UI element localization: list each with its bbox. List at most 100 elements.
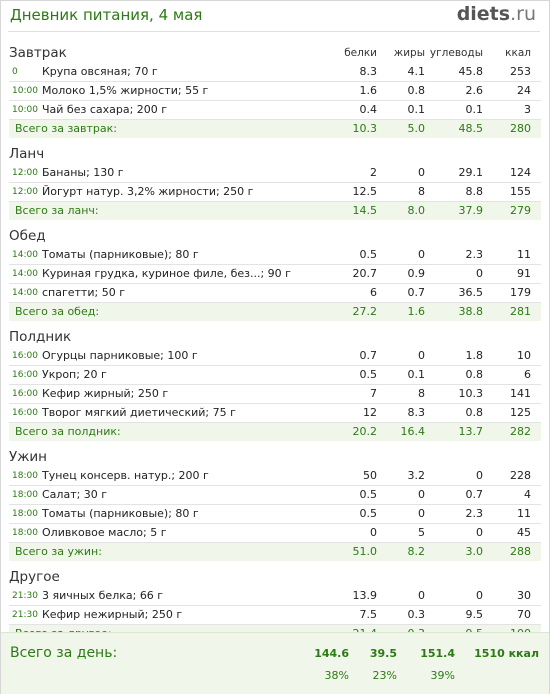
food-row[interactable]: 12:00 Бананы; 130 г 2 0 29.1 124 bbox=[9, 164, 541, 183]
carbs-value: 2.3 bbox=[425, 246, 483, 265]
food-name[interactable]: Оливковое масло; 5 г bbox=[42, 523, 331, 543]
food-row[interactable]: 14:00 Томаты (парниковые); 80 г 0.5 0 2.3 11 bbox=[9, 246, 541, 265]
fat-value: 3.2 bbox=[377, 467, 425, 486]
column-header-kcal bbox=[483, 447, 541, 467]
food-row[interactable]: 16:00 Огурцы парниковые; 100 г 0.7 0 1.8 10 bbox=[9, 347, 541, 366]
carbs-value: 2.6 bbox=[425, 81, 483, 101]
meal-total-fat: 16.4 bbox=[377, 422, 425, 441]
day-total-protein: 144.6 bbox=[314, 647, 349, 660]
food-row[interactable]: 18:00 Оливковое масло; 5 г 0 5 0 45 bbox=[9, 523, 541, 543]
food-name[interactable]: Йогурт натур. 3,2% жирности; 250 г bbox=[42, 182, 331, 202]
meal-total-kcal: 282 bbox=[483, 422, 541, 441]
kcal-value: 91 bbox=[483, 264, 541, 284]
column-header-protein bbox=[331, 144, 377, 164]
food-name[interactable]: Творог мягкий диетический; 75 г bbox=[42, 403, 331, 423]
food-name[interactable]: Тунец консерв. натур.; 200 г bbox=[42, 467, 331, 486]
entry-time: 18:00 bbox=[9, 523, 42, 543]
protein-value: 8.3 bbox=[331, 63, 377, 82]
food-name[interactable]: Чай без сахара; 200 г bbox=[42, 100, 331, 120]
meal-name: Ужин bbox=[9, 449, 47, 465]
kcal-value: 10 bbox=[483, 347, 541, 366]
food-name[interactable]: спагетти; 50 г bbox=[42, 283, 331, 303]
entry-time: 12:00 bbox=[9, 182, 42, 202]
food-name[interactable]: Куриная грудка, куриное филе, без...; 90… bbox=[42, 264, 331, 284]
food-name[interactable]: Кефир нежирный; 250 г bbox=[42, 605, 331, 625]
carbs-value: 36.5 bbox=[425, 283, 483, 303]
food-row[interactable]: 14:00 спагетти; 50 г 6 0.7 36.5 179 bbox=[9, 283, 541, 303]
food-name[interactable]: Крупа овсяная; 70 г bbox=[42, 63, 331, 82]
food-row[interactable]: 16:00 Творог мягкий диетический; 75 г 12 8.… bbox=[9, 403, 541, 423]
column-header-carbs bbox=[425, 567, 483, 587]
day-pct-carbs: 39% bbox=[430, 669, 455, 682]
meal-total-kcal: 281 bbox=[483, 302, 541, 321]
food-row[interactable]: 21:30 3 яичных белка; 66 г 13.9 0 0 30 bbox=[9, 587, 541, 606]
food-name[interactable]: Укроп; 20 г bbox=[42, 365, 331, 385]
meal-total-row: Всего за ужин: 51.0 8.2 3.0 288 bbox=[9, 542, 541, 561]
protein-value: 0.5 bbox=[331, 485, 377, 505]
food-row[interactable]: 14:00 Куриная грудка, куриное филе, без..… bbox=[9, 264, 541, 284]
food-row[interactable]: 0 Крупа овсяная; 70 г 8.3 4.1 45.8 253 bbox=[9, 63, 541, 82]
meal-total-kcal: 280 bbox=[483, 119, 541, 138]
column-header-fat: жиры bbox=[393, 47, 425, 59]
meal-total-row: Всего за завтрак: 10.3 5.0 48.5 280 bbox=[9, 119, 541, 138]
food-row[interactable]: 18:00 Тунец консерв. натур.; 200 г 50 3.2 0 2… bbox=[9, 467, 541, 486]
carbs-value: 0.1 bbox=[425, 100, 483, 120]
entry-time: 16:00 bbox=[9, 365, 42, 385]
meal-total-fat: 8.2 bbox=[377, 542, 425, 561]
food-name[interactable]: Бананы; 130 г bbox=[42, 164, 331, 183]
food-name[interactable]: Салат; 30 г bbox=[42, 485, 331, 505]
protein-value: 2 bbox=[331, 164, 377, 183]
column-header-kcal bbox=[483, 567, 541, 587]
entry-time: 10:00 bbox=[9, 81, 42, 101]
column-header-fat bbox=[377, 447, 425, 467]
meal-name: Полдник bbox=[9, 329, 72, 345]
fat-value: 8 bbox=[377, 182, 425, 202]
logo-name: diets bbox=[456, 3, 511, 25]
meal-header-row: Другое bbox=[9, 567, 541, 587]
meal-total-row: Всего за обед: 27.2 1.6 38.8 281 bbox=[9, 302, 541, 321]
column-header-protein bbox=[331, 327, 377, 347]
fat-value: 0 bbox=[377, 485, 425, 505]
entry-time: 14:00 bbox=[9, 246, 42, 265]
carbs-value: 0.8 bbox=[425, 365, 483, 385]
food-row[interactable]: 16:00 Укроп; 20 г 0.5 0.1 0.8 6 bbox=[9, 365, 541, 385]
food-name[interactable]: Огурцы парниковые; 100 г bbox=[42, 347, 331, 366]
fat-value: 0 bbox=[377, 504, 425, 524]
kcal-value: 70 bbox=[483, 605, 541, 625]
meal-total-carbs: 38.8 bbox=[425, 302, 483, 321]
food-row[interactable]: 10:00 Чай без сахара; 200 г 0.4 0.1 0.1 3 bbox=[9, 100, 541, 120]
fat-value: 0 bbox=[377, 347, 425, 366]
protein-value: 1.6 bbox=[331, 81, 377, 101]
day-pct-protein: 38% bbox=[324, 669, 349, 682]
kcal-value: 124 bbox=[483, 164, 541, 183]
food-name[interactable]: Томаты (парниковые); 80 г bbox=[42, 504, 331, 524]
column-header-carbs bbox=[425, 327, 483, 347]
meal-total-label: Всего за завтрак: bbox=[9, 119, 331, 138]
food-row[interactable]: 18:00 Томаты (парниковые); 80 г 0.5 0 2.3 11 bbox=[9, 504, 541, 524]
day-total-fat: 39.5 bbox=[369, 647, 397, 660]
food-row[interactable]: 21:30 Кефир нежирный; 250 г 7.5 0.3 9.5 70 bbox=[9, 605, 541, 625]
meal-name: Обед bbox=[9, 228, 46, 244]
food-row[interactable]: 18:00 Салат; 30 г 0.5 0 0.7 4 bbox=[9, 485, 541, 505]
food-row[interactable]: 16:00 Кефир жирный; 250 г 7 8 10.3 141 bbox=[9, 384, 541, 404]
meal-total-fat: 1.6 bbox=[377, 302, 425, 321]
food-name[interactable]: Молоко 1,5% жирности; 55 г bbox=[42, 81, 331, 101]
food-name[interactable]: 3 яичных белка; 66 г bbox=[42, 587, 331, 606]
carbs-value: 0 bbox=[425, 467, 483, 486]
column-header-fat bbox=[377, 327, 425, 347]
kcal-value: 179 bbox=[483, 283, 541, 303]
column-header-kcal bbox=[483, 144, 541, 164]
fat-value: 0.9 bbox=[377, 264, 425, 284]
food-name[interactable]: Томаты (парниковые); 80 г bbox=[42, 246, 331, 265]
column-header-carbs: углеводы bbox=[429, 47, 483, 59]
column-header-protein bbox=[331, 226, 377, 246]
meal-header-row: Обед bbox=[9, 226, 541, 246]
kcal-value: 11 bbox=[483, 246, 541, 265]
fat-value: 5 bbox=[377, 523, 425, 543]
site-logo[interactable]: diets.ru bbox=[457, 3, 536, 25]
kcal-value: 24 bbox=[483, 81, 541, 101]
food-row[interactable]: 10:00 Молоко 1,5% жирности; 55 г 1.6 0.8 2.6… bbox=[9, 81, 541, 101]
column-header-carbs bbox=[425, 226, 483, 246]
food-name[interactable]: Кефир жирный; 250 г bbox=[42, 384, 331, 404]
